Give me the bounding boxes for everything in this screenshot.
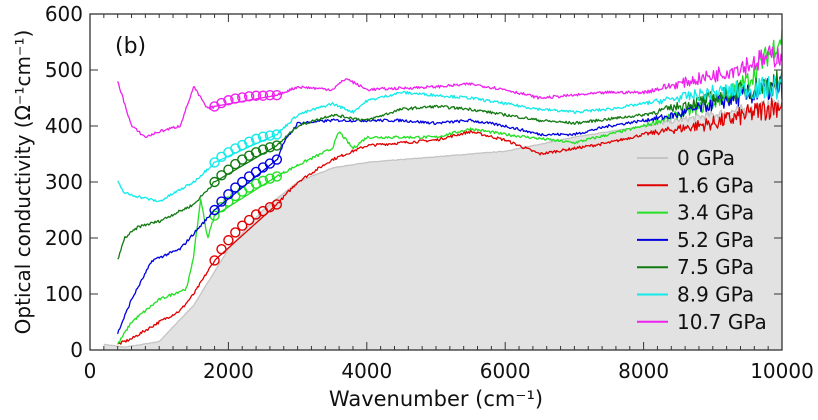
series-6-marker-9 [271,89,283,101]
y-tick-label: 200 [45,226,83,250]
series-fill-0 [103,99,782,350]
series-6-marker-7 [257,90,269,101]
series-line-6 [117,45,783,139]
series-5-marker-6 [250,133,262,145]
x-tick-label: 8000 [618,359,669,383]
legend-label-0: 0 GPa [677,146,735,170]
legend-label-6: 10.7 GPa [677,310,767,334]
series-3-marker-2 [223,189,234,200]
series-3-marker-0 [209,204,220,216]
series-2-marker-1 [216,201,227,213]
series-2-marker-8 [264,173,276,184]
x-axis-label: Wavenumber (cm⁻¹) [329,387,543,411]
series-6-marker-4 [237,92,248,103]
series-3-marker-1 [216,196,227,207]
series-5-marker-7 [257,131,269,142]
legend-label-4: 7.5 GPa [677,255,754,279]
series-2-marker-6 [250,178,262,189]
series-5-marker-0 [209,157,220,168]
series-4-marker-0 [209,176,220,188]
series-3-marker-9 [271,154,283,165]
series-line-0 [103,98,783,348]
series-3-marker-3 [230,182,241,193]
series-1-marker-9 [271,199,283,210]
series-1-marker-4 [237,220,248,231]
series-4-marker-9 [271,140,283,151]
legend-label-5: 8.9 GPa [677,283,754,307]
series-4-marker-1 [216,170,227,181]
x-tick-label: 2000 [203,359,254,383]
y-tick-label: 100 [45,282,83,306]
axis-ticks: 0 2000 4000 6000 8000 10000 0 100 200 300 400 500 60… [45,2,814,383]
series-5-marker-9 [271,129,283,140]
series-line-1 [117,97,783,345]
y-tick-label: 600 [45,2,83,26]
x-tick-label: 0 [84,359,97,383]
series-6-marker-3 [230,93,241,104]
series-6-marker-1 [216,97,227,109]
panel-label: (b) [115,34,146,59]
series-5-marker-8 [264,130,276,141]
series-3-marker-4 [237,176,248,188]
y-tick-label: 0 [70,338,83,362]
series-2-marker-9 [271,171,283,182]
series-line-2 [117,29,783,345]
series-4-marker-6 [250,147,262,158]
x-tick-label: 6000 [480,359,531,383]
x-tick-label: 10000 [750,359,814,383]
series-5-marker-5 [243,136,255,147]
legend-label-2: 3.4 GPa [677,201,754,225]
plot-area [103,29,783,350]
legend-label-3: 5.2 GPa [677,228,754,252]
series-1-marker-0 [209,255,220,266]
series-6-marker-2 [223,95,234,106]
series-6-marker-5 [243,91,255,102]
y-tick-label: 400 [45,114,83,138]
y-tick-label: 500 [45,58,83,82]
y-tick-label: 300 [45,170,83,194]
series-2-marker-2 [223,196,234,207]
series-6-marker-8 [264,89,276,101]
legend-label-1: 1.6 GPa [677,173,754,197]
series-1-marker-2 [223,235,234,246]
legend: 0 GPa 1.6 GPa 3.4 GPa 5.2 GPa 7.5 GPa 8.9 GPa… [637,146,767,334]
series-4-marker-2 [223,164,234,175]
series-1-marker-3 [230,227,241,238]
series-2-marker-7 [257,175,269,187]
series-1-marker-8 [264,201,276,213]
series-4-marker-7 [257,144,269,155]
x-tick-label: 4000 [341,359,392,383]
series-1-marker-1 [216,243,227,255]
y-axis-label: Optical conductivity (Ω⁻¹cm⁻¹) [11,30,35,335]
series-6-marker-6 [250,90,262,101]
series-1-marker-5 [243,214,255,226]
series-4-marker-8 [264,142,276,153]
